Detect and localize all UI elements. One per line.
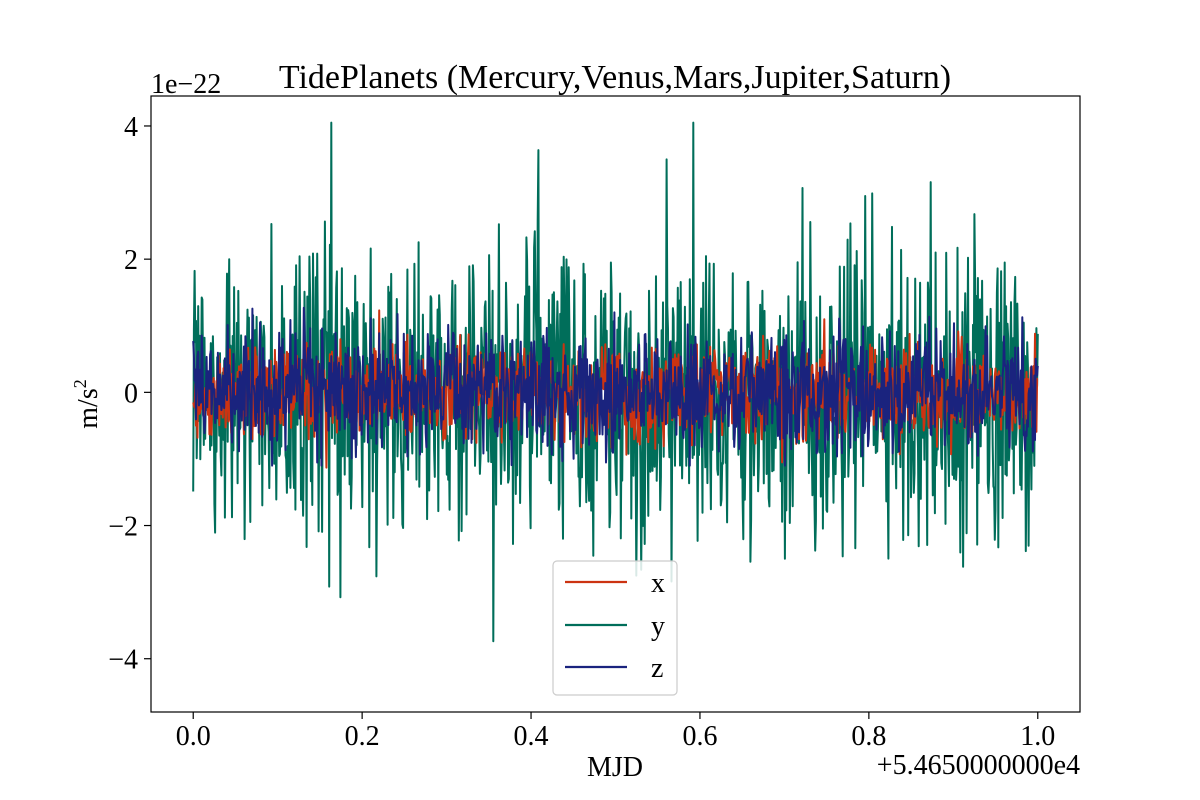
svg-text:m/s2: m/s2 <box>70 379 104 428</box>
legend-label-x: x <box>651 568 665 599</box>
x-tick-label: 0.0 <box>176 721 211 752</box>
y-tick-label: 2 <box>124 245 138 276</box>
y-axis: −4 −2 0 2 4 <box>108 112 151 676</box>
legend-label-z: z <box>651 653 663 684</box>
legend: x y z <box>552 560 678 696</box>
x-offset-label: +5.4650000000e4 <box>877 750 1080 781</box>
x-axis: 0.0 0.2 0.4 0.6 0.8 1.0 <box>176 712 1055 752</box>
legend-label-y: y <box>651 611 665 642</box>
y-tick-label: −2 <box>108 512 138 543</box>
y-axis-label-unit: m/s <box>73 388 104 428</box>
x-tick-label: 1.0 <box>1020 721 1055 752</box>
y-tick-label: −4 <box>108 645 138 676</box>
y-axis-label-exponent: 2 <box>70 379 90 388</box>
y-tick-label: 4 <box>124 112 138 143</box>
y-tick-label: 0 <box>124 378 138 409</box>
x-axis-label: MJD <box>587 752 643 783</box>
series-line-z <box>192 306 1039 467</box>
plot-lines <box>192 121 1039 643</box>
y-axis-label: m/s2 <box>70 379 104 428</box>
x-tick-label: 0.6 <box>682 721 717 752</box>
legend-box <box>552 560 678 696</box>
x-tick-label: 0.8 <box>851 721 886 752</box>
x-tick-label: 0.2 <box>345 721 380 752</box>
plot-frame <box>150 95 1081 713</box>
y-scale-label: 1e−22 <box>151 69 221 100</box>
x-tick-label: 0.4 <box>514 721 549 752</box>
series-line-y <box>192 121 1039 643</box>
chart-title: TidePlanets (Mercury,Venus,Mars,Jupiter,… <box>279 59 951 96</box>
